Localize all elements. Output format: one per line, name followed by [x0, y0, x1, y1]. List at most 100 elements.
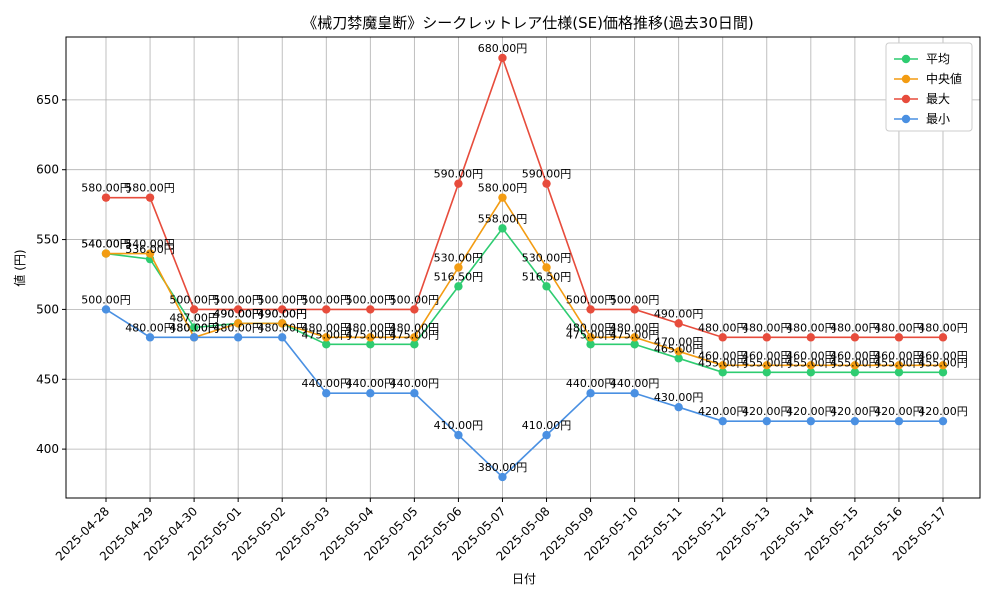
data-label: 480.00円: [742, 321, 792, 334]
series-lines: [101, 53, 948, 482]
data-label: 480.00円: [874, 321, 924, 334]
data-point: [233, 305, 243, 314]
data-label: 420.00円: [698, 405, 748, 418]
data-point: [366, 389, 375, 398]
data-point: [278, 319, 287, 328]
data-label: 487.00円: [169, 312, 219, 325]
data-point: [630, 389, 639, 398]
data-point: [806, 333, 816, 342]
data-point: [938, 361, 948, 370]
data-point: [586, 389, 595, 398]
data-label: 410.00円: [522, 419, 572, 432]
y-tick-label: 500: [36, 302, 59, 316]
y-tick-label: 450: [36, 372, 59, 386]
data-label: 440.00円: [302, 377, 352, 390]
data-label: 475.00円: [610, 328, 660, 341]
data-point: [233, 333, 243, 342]
data-label: 460.00円: [786, 349, 836, 362]
data-label: 480.00円: [169, 321, 219, 334]
data-label: 475.00円: [566, 328, 616, 341]
data-label: 380.00円: [478, 461, 528, 474]
data-point: [189, 333, 199, 342]
data-label: 500.00円: [257, 293, 307, 306]
data-label: 500.00円: [346, 293, 396, 306]
data-point: [366, 340, 375, 349]
data-point: [674, 347, 683, 356]
data-label: 480.00円: [830, 321, 880, 334]
data-point: [718, 416, 727, 426]
data-point: [542, 179, 551, 188]
data-point: [454, 430, 463, 440]
data-label: 540.00円: [81, 238, 131, 251]
legend-entry: 中央値: [926, 71, 962, 86]
data-label: 455.00円: [742, 356, 792, 369]
data-label: 465.00円: [654, 342, 704, 355]
data-label: 500.00円: [81, 293, 131, 306]
data-point: [410, 340, 419, 349]
data-label: 500.00円: [169, 293, 219, 306]
data-point: [806, 368, 816, 377]
data-point: [233, 319, 243, 328]
legend-entry: 最大: [926, 92, 950, 106]
data-point: [322, 389, 331, 398]
data-label: 440.00円: [390, 377, 440, 390]
data-point: [322, 333, 331, 342]
data-point: [410, 305, 419, 314]
data-point: [630, 333, 639, 342]
data-point: [586, 305, 595, 314]
data-point: [366, 333, 375, 342]
data-label: 460.00円: [918, 349, 968, 362]
data-label: 460.00円: [830, 349, 880, 362]
data-label: 500.00円: [213, 293, 263, 306]
data-point: [938, 416, 948, 426]
data-label: 500.00円: [390, 293, 440, 306]
x-axis-label: 日付: [512, 572, 536, 586]
data-point: [938, 333, 948, 342]
data-label: 455.00円: [830, 356, 880, 369]
data-label: 590.00円: [434, 168, 484, 181]
data-point: [366, 305, 375, 314]
data-point: [278, 333, 287, 342]
data-label: 540.00円: [125, 238, 175, 251]
data-label: 490.00円: [257, 307, 307, 320]
data-point: [894, 361, 904, 370]
data-label: 480.00円: [169, 321, 219, 334]
data-label: 455.00円: [698, 356, 748, 369]
data-point: [630, 340, 639, 349]
data-point: [762, 368, 771, 377]
data-point: [101, 193, 111, 202]
data-point: [894, 416, 904, 426]
data-point: [850, 361, 860, 370]
data-point: [145, 193, 155, 202]
data-label: 580.00円: [478, 182, 528, 195]
data-label: 558.00円: [478, 212, 528, 225]
data-point: [145, 333, 155, 342]
data-point: [454, 282, 463, 291]
data-point: [189, 323, 199, 332]
data-point: [718, 333, 727, 342]
data-label: 410.00円: [434, 419, 484, 432]
y-tick-label: 400: [36, 442, 59, 456]
data-point: [542, 282, 551, 291]
data-label: 500.00円: [302, 293, 352, 306]
data-point: [542, 430, 551, 440]
data-labels: 540.00円536.00円487.00円490.00円490.00円475.0…: [81, 42, 968, 474]
data-label: 460.00円: [742, 349, 792, 362]
data-label: 530.00円: [522, 252, 572, 265]
data-label: 420.00円: [874, 405, 924, 418]
data-label: 420.00円: [918, 405, 968, 418]
data-point: [586, 340, 595, 349]
data-point: [145, 249, 155, 258]
legend-swatch-marker: [901, 54, 911, 64]
data-label: 440.00円: [610, 377, 660, 390]
data-point: [322, 305, 331, 314]
data-point: [586, 333, 595, 342]
data-label: 480.00円: [610, 321, 660, 334]
data-point: [762, 361, 771, 370]
data-label: 490.00円: [654, 307, 704, 320]
legend-swatch-marker: [901, 94, 911, 104]
data-label: 440.00円: [346, 377, 396, 390]
data-label: 580.00円: [81, 182, 131, 195]
data-label: 490.00円: [213, 307, 263, 320]
